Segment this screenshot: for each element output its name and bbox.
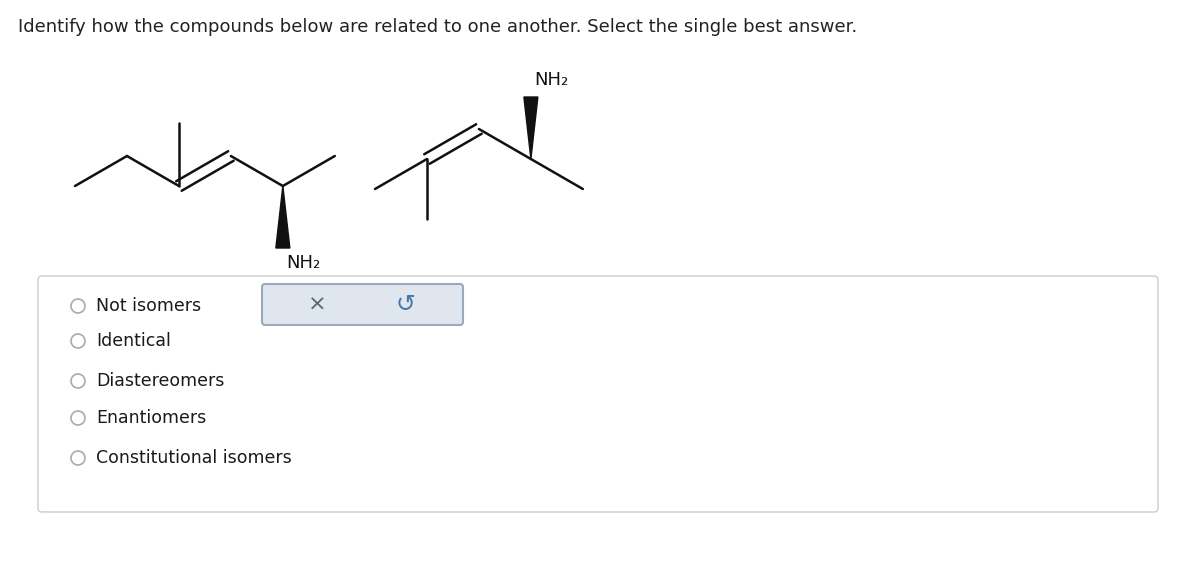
Text: Diastereomers: Diastereomers: [96, 372, 224, 390]
Circle shape: [71, 374, 85, 388]
Text: NH₂: NH₂: [534, 71, 568, 89]
Text: Constitutional isomers: Constitutional isomers: [96, 449, 292, 467]
Text: Identify how the compounds below are related to one another. Select the single b: Identify how the compounds below are rel…: [18, 18, 857, 36]
FancyBboxPatch shape: [262, 284, 463, 325]
Text: NH₂: NH₂: [286, 254, 320, 272]
Text: Identical: Identical: [96, 332, 170, 350]
Polygon shape: [276, 186, 290, 248]
Text: Not isomers: Not isomers: [96, 297, 202, 315]
Circle shape: [71, 411, 85, 425]
Circle shape: [71, 334, 85, 348]
Circle shape: [71, 451, 85, 465]
Text: ↺: ↺: [395, 292, 415, 316]
Polygon shape: [524, 97, 538, 159]
Text: Enantiomers: Enantiomers: [96, 409, 206, 427]
Text: ×: ×: [307, 295, 326, 315]
FancyBboxPatch shape: [38, 276, 1158, 512]
Circle shape: [71, 299, 85, 313]
